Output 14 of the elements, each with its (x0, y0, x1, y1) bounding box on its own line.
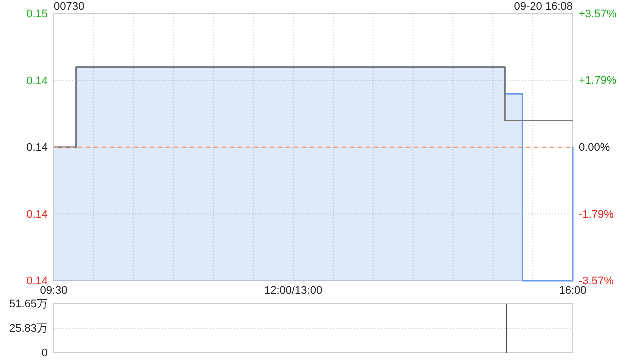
y-tick-label: 0.14 (26, 142, 48, 154)
y2-tick-label: 0.00% (579, 142, 610, 154)
y-tick-label: 0.14 (26, 208, 48, 221)
y2-tick-label: +1.79% (579, 75, 617, 88)
y-tick-label: 51.65万 (9, 298, 48, 311)
x-tick-label: 12:00/13:00 (264, 284, 323, 297)
y-tick-label: 0.14 (26, 75, 48, 88)
y-tick-label: 0.15 (26, 8, 48, 21)
y-tick-label: 25.83万 (9, 323, 48, 336)
y2-tick-label: -1.79% (579, 208, 614, 221)
y2-tick-label: +3.57% (579, 8, 617, 21)
text: 09-20 16:08 (514, 1, 573, 13)
y-tick-label: 0 (42, 348, 48, 360)
chart-title: 00730 (54, 1, 85, 13)
